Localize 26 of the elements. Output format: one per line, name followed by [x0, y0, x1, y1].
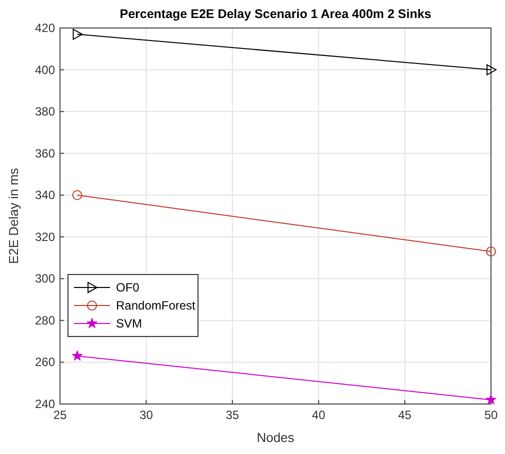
x-tick-label: 35: [226, 408, 240, 422]
point: [72, 350, 83, 361]
y-tick-label: 300: [34, 272, 56, 286]
y-tick-label: 420: [34, 21, 56, 35]
x-tick-label: 25: [53, 408, 67, 422]
x-tick-label: 50: [484, 408, 498, 422]
point: [486, 246, 496, 257]
x-axis-title: Nodes: [256, 430, 295, 445]
legend-label: SVM: [116, 316, 142, 330]
x-tick-label: 40: [312, 408, 326, 422]
x-tick-label: 30: [140, 408, 154, 422]
legend-label: RandomForest: [116, 298, 196, 312]
y-tick-label: 360: [34, 146, 56, 160]
y-tick-label: 340: [34, 188, 56, 202]
legend-label: OF0: [116, 280, 140, 294]
point: [72, 190, 82, 200]
y-tick-label: 380: [34, 104, 56, 119]
point: [486, 394, 496, 405]
x-tick-label: 45: [398, 408, 412, 422]
y-tick-label: 240: [34, 397, 56, 411]
y-axis-title: E2E Delay in ms: [6, 167, 21, 264]
chart-title: Percentage E2E Delay Scenario 1 Area 400m 2 Sinks: [120, 7, 432, 21]
y-tick-label: 260: [34, 355, 56, 370]
y-tick-label: 400: [34, 62, 56, 77]
y-tick-label: 280: [34, 313, 56, 328]
y-tick-label: 320: [34, 230, 56, 244]
